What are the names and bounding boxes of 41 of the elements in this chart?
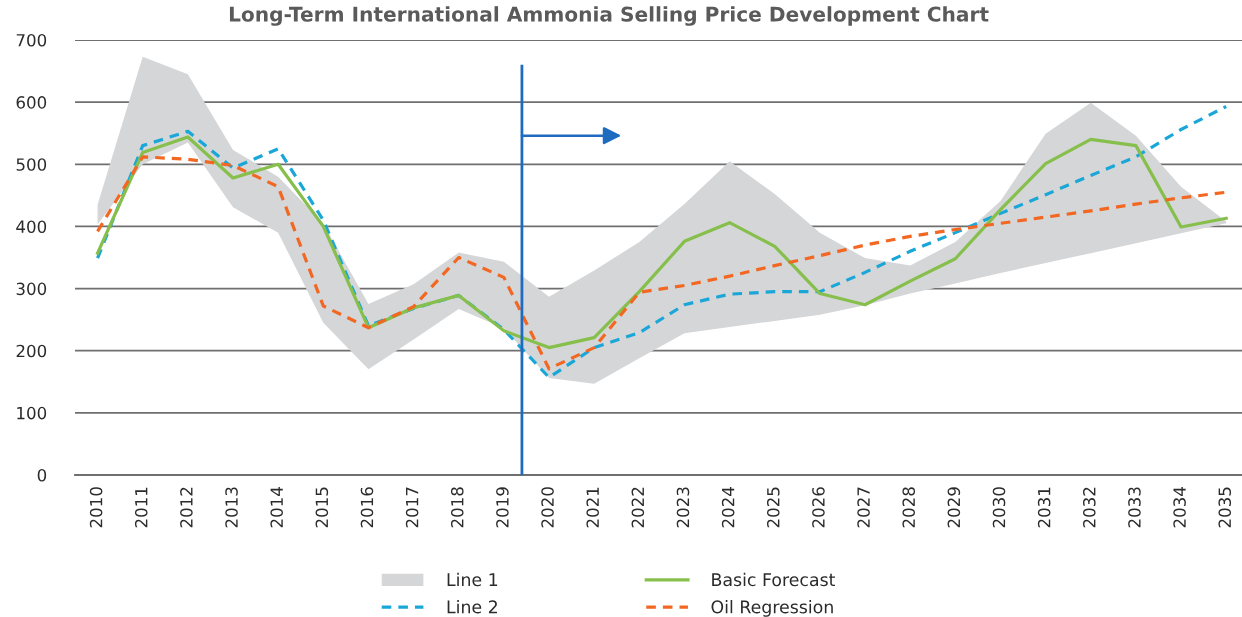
- y-tick-label: 700: [16, 33, 47, 47]
- x-tick-label: 2019: [496, 487, 509, 528]
- x-tick-label: 2031: [1037, 487, 1051, 528]
- y-tick-label: 200: [16, 344, 47, 358]
- line-series: [95, 104, 1228, 380]
- x-tick-label: 2022: [631, 487, 645, 528]
- x-tick-label: 2012: [180, 487, 193, 528]
- legend-label: Line 1: [447, 572, 498, 587]
- x-tick-label: 2030: [992, 487, 1006, 528]
- x-tick-label: 2035: [1218, 487, 1232, 528]
- x-tick-label: 2026: [812, 487, 825, 528]
- chart-title: Long-Term International Ammonia Selling Price Development Chart: [229, 6, 989, 26]
- x-tick-label: 2023: [676, 487, 690, 528]
- x-tick-label: 2010: [89, 487, 103, 528]
- line-series: [95, 135, 1228, 350]
- x-tick-label: 2028: [902, 487, 916, 528]
- x-tick-label: 2027: [857, 487, 870, 528]
- y-tick-label: 500: [16, 158, 47, 171]
- legend-label: Oil Regression: [711, 600, 833, 617]
- x-tick-label: 2034: [1173, 487, 1186, 528]
- x-tick-label: 2016: [360, 487, 374, 528]
- x-tick-label: 2011: [134, 487, 148, 528]
- y-tick-label: 100: [17, 406, 47, 420]
- x-tick-label: 2013: [225, 487, 238, 528]
- x-tick-label: 2029: [947, 487, 961, 528]
- y-tick-label: 300: [16, 282, 47, 296]
- x-tick-label: 2015: [315, 487, 329, 528]
- y-tick-label: 600: [16, 96, 47, 109]
- x-tick-label: 2025: [766, 487, 780, 528]
- y-tick-label: 400: [16, 220, 47, 233]
- x-tick-label: 2020: [541, 487, 554, 528]
- x-tick-label: 2017: [405, 487, 419, 528]
- legend-label: Basic Forecast: [712, 572, 836, 587]
- x-tick-label: 2024: [721, 487, 735, 528]
- x-tick-label: 2032: [1082, 487, 1096, 528]
- x-tick-label: 2021: [586, 487, 599, 528]
- x-tick-label: 2014: [270, 487, 283, 528]
- y-tick-label: 0: [37, 468, 47, 482]
- legend-label: Line 2: [447, 600, 497, 614]
- x-tick-label: 2018: [450, 487, 464, 528]
- x-tick-label: 2033: [1128, 487, 1141, 528]
